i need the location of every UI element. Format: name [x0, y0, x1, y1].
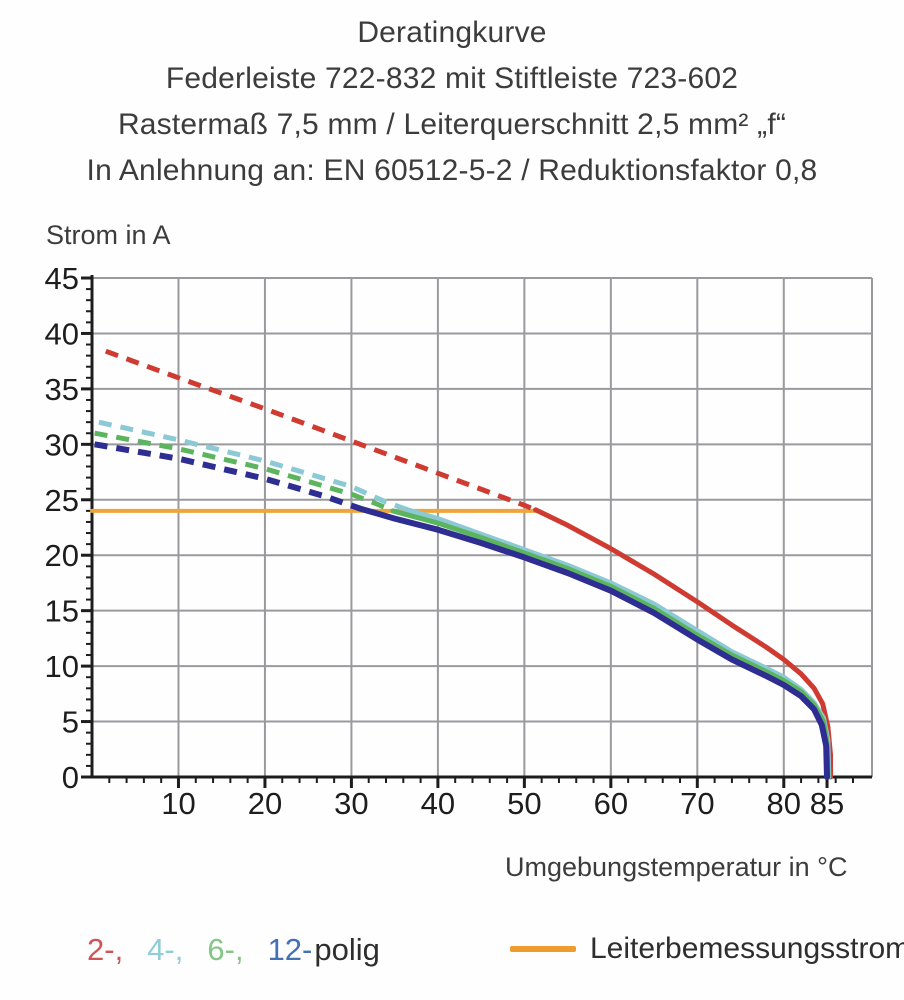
y-tick-label: 10	[45, 649, 79, 684]
curve-6-polig	[94, 430, 394, 514]
x-tick-label: 10	[161, 786, 195, 821]
y-tick-label: 35	[45, 372, 79, 407]
x-axis-title: Umgebungstemperatur in °C	[505, 852, 848, 882]
x-tick-label: 20	[248, 786, 282, 821]
y-tick-label: 30	[45, 427, 79, 462]
curve-2-polig	[533, 507, 833, 780]
y-axis-title: Strom in A	[46, 220, 171, 250]
legend-poles: 2-, 4-, 6-, 12- polig	[87, 932, 380, 968]
chart-title: Deratingkurve	[357, 16, 547, 49]
y-tick-label: 40	[45, 316, 79, 351]
x-tick-label: 85	[810, 786, 844, 821]
x-tick-label: 30	[334, 786, 368, 821]
y-tick-label: 0	[62, 760, 79, 795]
x-tick-label: 80	[767, 786, 801, 821]
legend-item-2polig: 2-,	[87, 932, 124, 967]
curve-12-polig	[357, 505, 830, 780]
x-tick-label: 60	[594, 786, 628, 821]
rated-current-label: Leiterbemessungsstrom	[590, 932, 904, 965]
chart-subtitle-connector: Federleiste 722-832 mit Stiftleiste 723-…	[165, 62, 739, 95]
legend-item-polig-suffix: polig	[314, 932, 380, 967]
curve-2-polig	[104, 348, 537, 513]
chart-subtitle-standard: In Anlehnung an: EN 60512-5-2 / Reduktio…	[86, 154, 818, 187]
y-tick-label: 5	[62, 705, 79, 740]
y-tick-label: 20	[45, 538, 79, 573]
y-tick-label: 25	[45, 483, 79, 518]
x-tick-label: 70	[680, 786, 714, 821]
x-tick-label: 40	[421, 786, 455, 821]
curve-12-polig	[94, 441, 362, 512]
curve-4-polig	[405, 507, 832, 780]
curve-4-polig	[98, 419, 409, 513]
y-tick-label: 45	[45, 261, 79, 296]
y-tick-label: 15	[45, 594, 79, 629]
chart-subtitle-spec: Rastermaß 7,5 mm / Leiterquerschnitt 2,5…	[117, 108, 787, 141]
rated-current-line-swatch	[510, 946, 576, 952]
legend-item-12polig: 12-	[267, 932, 313, 967]
chart-title-block: Deratingkurve Federleiste 722-832 mit St…	[0, 10, 904, 194]
legend-rated-current: Leiterbemessungsstrom	[510, 932, 904, 966]
legend-item-4polig: 4-,	[147, 932, 184, 967]
legend-item-6polig: 6-,	[207, 932, 244, 967]
x-tick-label: 50	[507, 786, 541, 821]
